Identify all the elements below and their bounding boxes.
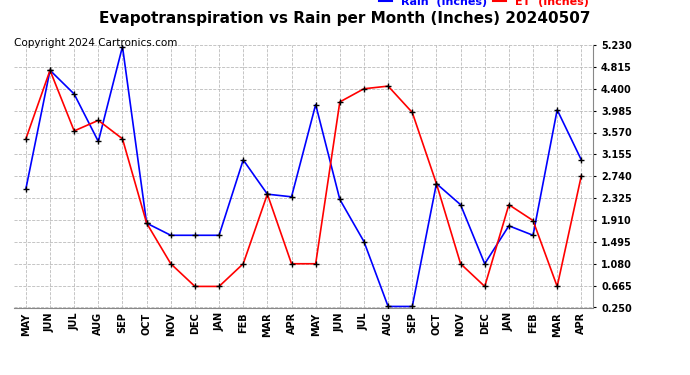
Rain  (Inches) [335, 197, 344, 202]
Rain  (Inches) [190, 233, 199, 237]
ET  (Inches) [239, 261, 247, 266]
Legend: Rain  (Inches), ET  (Inches): Rain (Inches), ET (Inches) [375, 0, 593, 11]
Rain  (Inches) [119, 44, 127, 49]
Rain  (Inches) [480, 261, 489, 266]
Rain  (Inches) [311, 102, 319, 107]
Rain  (Inches) [264, 192, 272, 196]
Line: ET  (Inches): ET (Inches) [22, 67, 585, 290]
ET  (Inches) [553, 284, 562, 289]
ET  (Inches) [94, 118, 102, 123]
Rain  (Inches) [166, 233, 175, 237]
ET  (Inches) [480, 284, 489, 289]
ET  (Inches) [432, 182, 440, 186]
Rain  (Inches) [70, 92, 79, 96]
Rain  (Inches) [432, 182, 440, 186]
Rain  (Inches) [408, 304, 416, 309]
ET  (Inches) [360, 87, 368, 91]
Text: Evapotranspiration vs Rain per Month (Inches) 20240507: Evapotranspiration vs Rain per Month (In… [99, 11, 591, 26]
ET  (Inches) [311, 261, 319, 266]
Text: Copyright 2024 Cartronics.com: Copyright 2024 Cartronics.com [14, 38, 177, 48]
Line: Rain  (Inches): Rain (Inches) [22, 43, 585, 310]
ET  (Inches) [46, 68, 54, 72]
ET  (Inches) [70, 129, 79, 133]
Rain  (Inches) [215, 233, 224, 237]
ET  (Inches) [142, 221, 150, 225]
Rain  (Inches) [22, 187, 30, 191]
ET  (Inches) [577, 174, 585, 178]
Rain  (Inches) [239, 158, 247, 162]
ET  (Inches) [457, 261, 465, 266]
ET  (Inches) [529, 218, 537, 223]
Rain  (Inches) [384, 304, 392, 309]
Rain  (Inches) [529, 233, 537, 237]
ET  (Inches) [264, 192, 272, 196]
Rain  (Inches) [457, 202, 465, 207]
Rain  (Inches) [46, 68, 54, 72]
ET  (Inches) [119, 136, 127, 141]
ET  (Inches) [215, 284, 224, 289]
Rain  (Inches) [287, 195, 295, 199]
ET  (Inches) [190, 284, 199, 289]
Rain  (Inches) [142, 221, 150, 225]
Rain  (Inches) [577, 158, 585, 162]
ET  (Inches) [384, 84, 392, 88]
ET  (Inches) [287, 261, 295, 266]
Rain  (Inches) [553, 108, 562, 112]
ET  (Inches) [335, 100, 344, 104]
Rain  (Inches) [505, 224, 513, 228]
ET  (Inches) [408, 110, 416, 115]
Rain  (Inches) [94, 139, 102, 144]
ET  (Inches) [22, 136, 30, 141]
ET  (Inches) [166, 261, 175, 266]
ET  (Inches) [505, 202, 513, 207]
Rain  (Inches) [360, 239, 368, 244]
